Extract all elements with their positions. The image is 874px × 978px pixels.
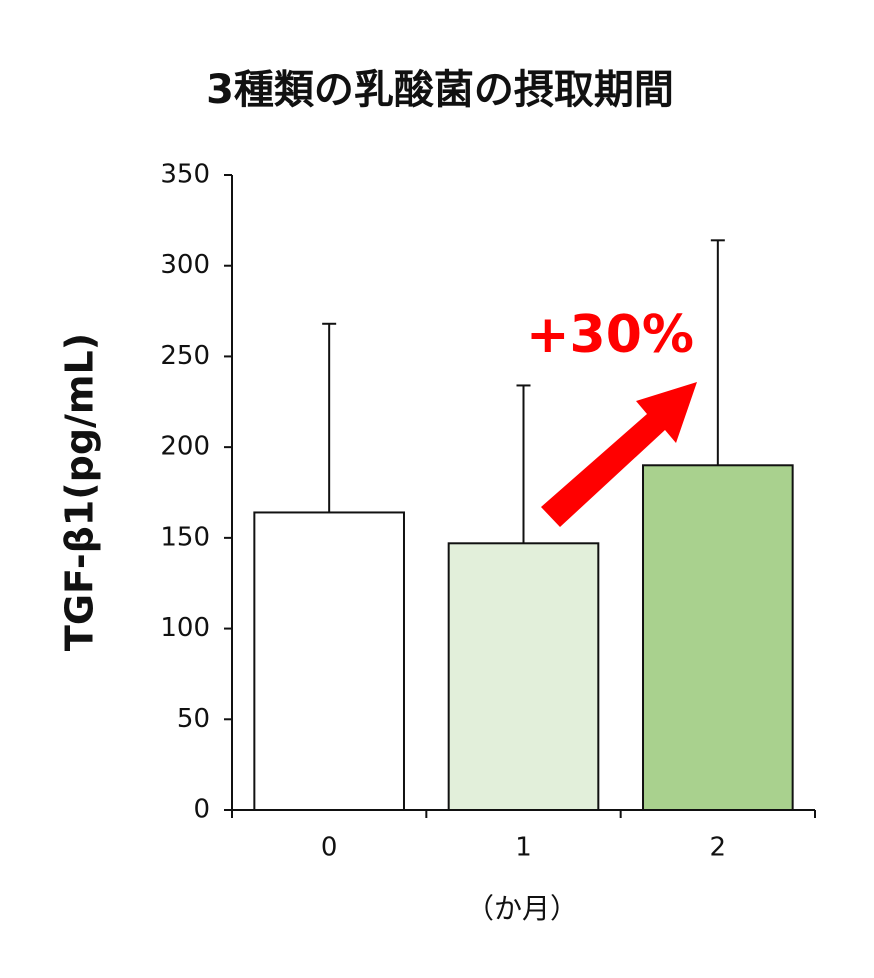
y-tick-label: 350 (160, 160, 210, 190)
y-tick-label: 100 (160, 613, 210, 643)
y-tick-label: 150 (160, 522, 210, 552)
y-axis-label: TGF-β1(pg/mL) (58, 333, 102, 651)
chart-title: 3種類の乳酸菌の摂取期間 (206, 67, 674, 113)
y-tick-label: 0 (193, 795, 210, 825)
x-tick-label: 0 (321, 833, 338, 863)
bar (642, 464, 794, 811)
annotation: +30% (526, 305, 694, 365)
trend-arrow (541, 382, 697, 527)
bar (447, 542, 600, 811)
bar (253, 511, 405, 811)
x-tick-label: 1 (515, 833, 532, 863)
x-tick-label: 2 (710, 833, 727, 863)
y-tick-label: 50 (177, 704, 210, 734)
y-tick-label: 300 (160, 250, 210, 280)
y-tick-label: 200 (160, 432, 210, 462)
x-axis-label: （か月） (466, 892, 578, 925)
y-tick-label: 250 (160, 341, 210, 371)
